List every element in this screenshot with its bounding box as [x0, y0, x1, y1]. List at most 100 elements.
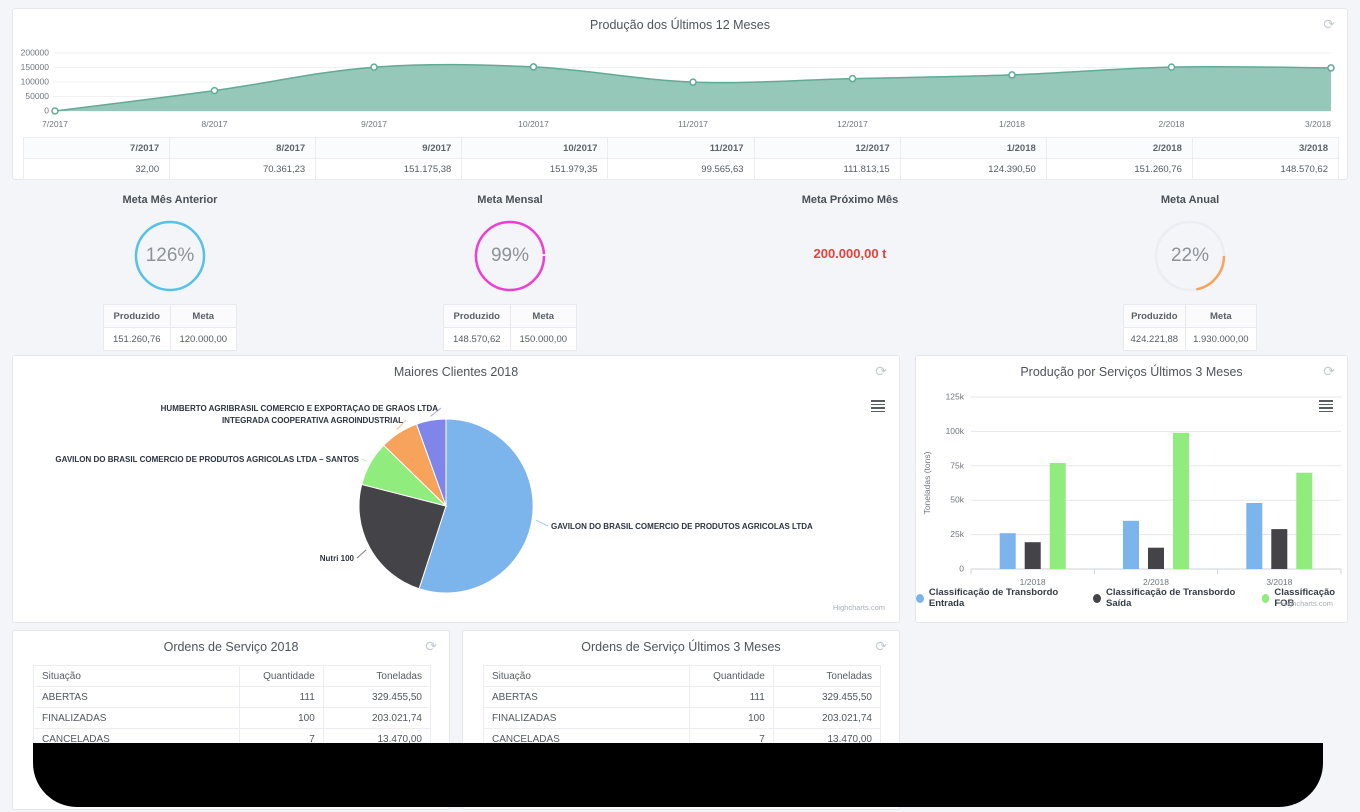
month-header-cell: 1/2018 [899, 137, 1047, 159]
pie-slice-label: HUMBERTO AGRIBRASIL COMERCIO E EXPORTAÇA… [161, 404, 439, 413]
pie-slice[interactable] [418, 418, 534, 594]
context-menu-icon[interactable] [871, 400, 885, 414]
data-point-marker[interactable] [370, 63, 378, 71]
x-axis-label: 3/2018 [1305, 119, 1331, 129]
gauge-percent-value: 22% [1170, 245, 1210, 266]
legend-item[interactable]: Classificação de Transbordo Saída [1093, 587, 1243, 609]
orders-cell: 100 [689, 707, 774, 729]
bar-entrada[interactable] [1246, 503, 1263, 569]
legend-item[interactable]: Classificação FOB [1261, 587, 1347, 609]
y-axis-tick-label: 0 [44, 106, 49, 116]
produced-header: Produzido [103, 304, 171, 328]
pie-label-connector [535, 519, 549, 527]
bar-entrada[interactable] [999, 533, 1016, 569]
legend-label: Classificação de Transbordo Saída [1106, 587, 1236, 609]
gauge-ring [1154, 220, 1226, 292]
gauge-percent-value: 99% [490, 245, 530, 266]
month-value-cell: 99.565,63 [607, 158, 755, 180]
bar-entrada[interactable] [1123, 520, 1139, 569]
bar-fob[interactable] [1173, 432, 1189, 569]
produced-value: 148.570,62 [443, 327, 511, 351]
refresh-icon[interactable]: ⟳ [1323, 16, 1335, 32]
month-header-cell: 10/2017 [461, 137, 609, 159]
refresh-icon[interactable]: ⟳ [875, 638, 887, 654]
orders-cell: 203.021,74 [772, 707, 882, 729]
data-point-marker[interactable] [1008, 71, 1016, 79]
gauge-progress-arc [1154, 220, 1226, 292]
clients-pie-chart: GAVILON DO BRASIL COMERCIO DE PRODUTOS A… [55, 404, 813, 594]
y-axis-tick-label: 100k [946, 426, 965, 436]
data-point-marker[interactable] [529, 63, 538, 71]
bar-fob[interactable] [1296, 472, 1313, 569]
x-axis-label: 1/2018 [1020, 577, 1046, 587]
legend-item[interactable]: Classificação de Transbordo Entrada [916, 587, 1075, 609]
gauge-ring [134, 220, 206, 292]
y-axis-title: Toneladas (tons) [922, 451, 932, 514]
pie-slice-label: GAVILON DO BRASIL COMERCIO DE PRODUTOS A… [55, 455, 359, 464]
production-month-table: 7/2017 8/2017 9/2017 10/2017 11/2017 12/2017 1… [22, 137, 1340, 180]
table-row: ABERTAS 111 329.455,50 [32, 686, 432, 708]
month-header-cell: 12/2017 [753, 137, 901, 159]
month-value-cell: 148.570,62 [1191, 158, 1340, 180]
panel-title: Produção dos Últimos 12 Meses [590, 18, 770, 32]
orders-cell: 329.455,50 [772, 686, 882, 708]
month-header-cell: 8/2017 [169, 137, 317, 159]
table-row: ABERTAS 111 329.455,50 [482, 686, 882, 708]
month-value-cell: 111.813,15 [753, 158, 901, 180]
x-axis-label: 7/2017 [42, 119, 68, 129]
gauge-title: Meta Mensal [477, 194, 543, 206]
services-bar-chart: 0 25k 50k 75k 100k 125k Toneladas (tons) 1/2018… [922, 392, 1342, 587]
month-value-cell: 124.390,50 [899, 158, 1047, 180]
target-header: Meta [509, 304, 577, 328]
data-point-marker[interactable] [210, 86, 219, 95]
refresh-icon[interactable]: ⟳ [425, 638, 437, 654]
bar-saida[interactable] [1148, 547, 1164, 569]
x-axis-label: 9/2017 [361, 119, 387, 129]
gauge-annual: Meta Anual 22% Produzido Meta 424.221,88… [1020, 188, 1360, 351]
legend-dot-icon [916, 593, 924, 603]
refresh-icon[interactable]: ⟳ [875, 363, 887, 379]
gauge-progress-arc [474, 220, 546, 292]
month-header-cell: 11/2017 [607, 137, 755, 159]
legend-dot-icon [1093, 593, 1102, 603]
y-axis-tick-label: 25k [950, 529, 964, 539]
bar-saida[interactable] [1271, 529, 1288, 569]
y-axis-tick-label: 0 [959, 564, 964, 574]
month-value-cell: 70.361,23 [169, 158, 317, 180]
gauge-monthly: Meta Mensal 99% Produzido Meta 148.570,6… [340, 188, 680, 351]
orders-cell: ABERTAS [32, 686, 241, 708]
gauge-title: Meta Anual [1160, 194, 1220, 206]
pie-slice[interactable] [358, 483, 447, 590]
pie-label-connector [356, 549, 367, 559]
pie-label-connector [430, 407, 442, 417]
data-point-marker[interactable] [1167, 63, 1176, 71]
month-value-cell: 151.175,38 [315, 158, 463, 180]
data-point-marker[interactable] [1327, 64, 1335, 72]
bar-fob[interactable] [1049, 463, 1066, 569]
gauge-ring-wrap: 99% [472, 218, 548, 294]
month-value-cell: 32,00 [22, 158, 171, 180]
goals-section: Meta Mês Anterior 126% Produzido Meta 15… [0, 188, 1360, 351]
month-value-cell: 151.260,76 [1045, 158, 1193, 180]
gauge-ring-wrap: 126% [132, 218, 208, 294]
pie-slice[interactable] [415, 418, 447, 507]
bar-saida[interactable] [1024, 542, 1041, 569]
data-point-marker[interactable] [51, 107, 59, 115]
orders-cell: FINALIZADAS [482, 707, 691, 729]
data-point-marker[interactable] [848, 74, 857, 83]
legend-label: Classificação de Transbordo Entrada [928, 587, 1059, 609]
y-axis-tick-label: 100000 [21, 77, 50, 87]
orders-column-header: Situação [32, 665, 241, 687]
pie-slice-label: Nutri 100 [320, 554, 355, 563]
refresh-icon[interactable]: ⟳ [1323, 363, 1335, 379]
context-menu-icon[interactable] [1319, 400, 1333, 414]
data-point-marker[interactable] [689, 78, 697, 86]
panel-production-by-service-bar: Produção por Serviços Últimos 3 Meses ⟳ … [915, 355, 1348, 623]
target-value: 120.000,00 [169, 327, 237, 351]
highcharts-watermark: Highcharts.com [1280, 599, 1333, 608]
orders-column-header: Toneladas [322, 665, 432, 687]
service-orders-table: Situação Quantidade Toneladas ABERTAS 111 329… [482, 665, 882, 750]
panel-title: Ordens de Serviço 2018 [163, 640, 299, 654]
x-axis-label: 3/2018 [1266, 577, 1292, 587]
